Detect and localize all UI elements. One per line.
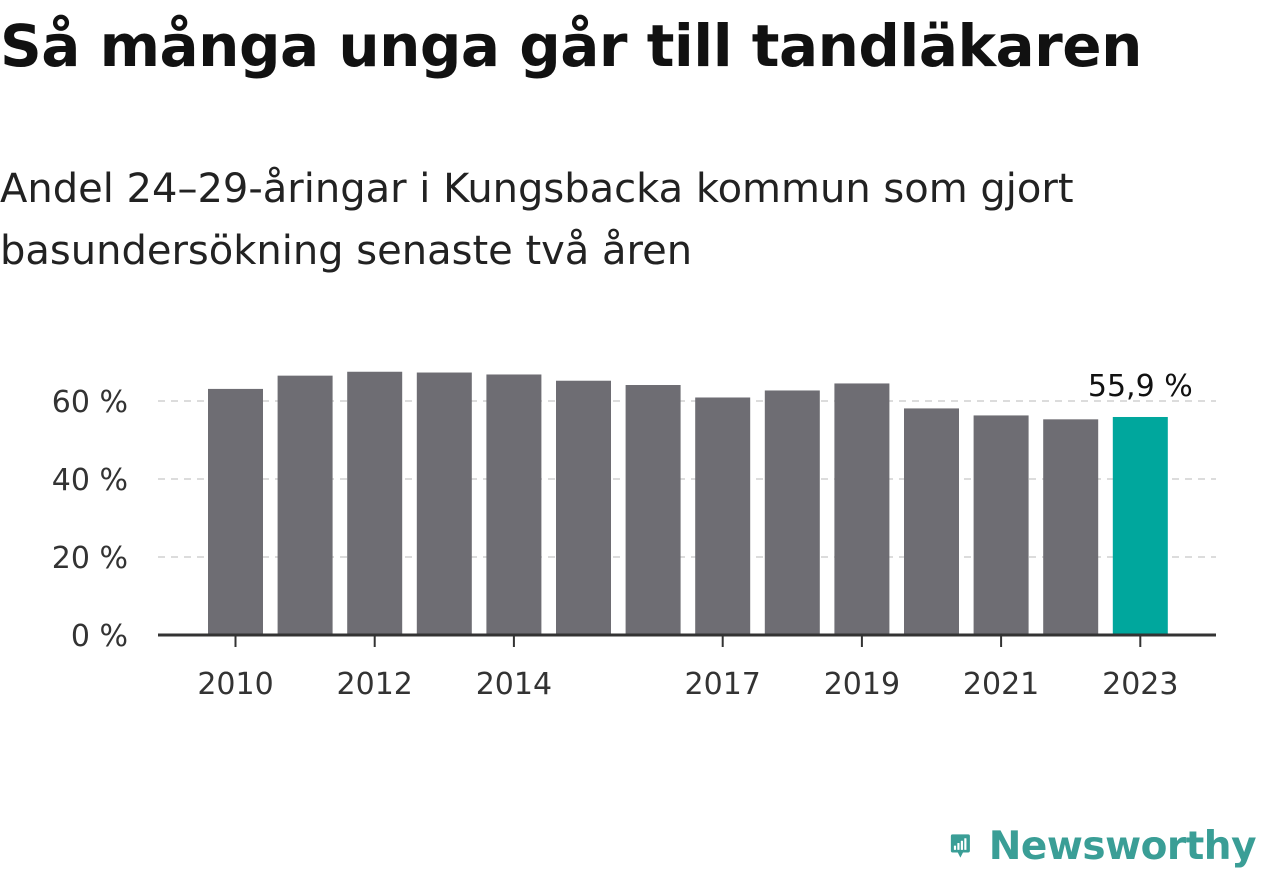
bar: [277, 375, 333, 635]
x-tick-label: 2012: [337, 667, 413, 702]
brand-name: Newsworthy: [988, 823, 1257, 869]
bar: [556, 380, 611, 635]
x-tick-label: 2010: [197, 667, 273, 702]
x-tick-label: 2019: [824, 667, 900, 702]
bar: [764, 390, 820, 635]
y-tick-label: 40 %: [52, 463, 128, 498]
chart-subtitle: Andel 24–29-åringar i Kungsbacka kommun …: [0, 166, 1074, 274]
x-tick-label: 2017: [685, 667, 761, 702]
bar: [416, 372, 472, 635]
x-tick-label: 2023: [1102, 667, 1178, 702]
x-tick-label: 2021: [963, 667, 1039, 702]
x-tick-label: 2014: [476, 667, 552, 702]
bar: [834, 383, 890, 635]
highlighted-bar: [1112, 416, 1168, 635]
bar: [695, 397, 751, 635]
bar: [486, 374, 542, 635]
data-label: 55,9 %: [1088, 369, 1193, 404]
bar: [973, 415, 1029, 635]
bar: [1043, 419, 1099, 635]
brand-logo: Newsworthy: [950, 818, 1257, 874]
y-tick-label: 0 %: [71, 619, 128, 654]
newsworthy-logo-icon: [950, 834, 970, 858]
bar: [347, 371, 403, 635]
bar: [904, 408, 959, 635]
y-tick-label: 20 %: [52, 541, 128, 576]
y-tick-label: 60 %: [52, 385, 128, 420]
chart-title: Så många unga går till tandläkaren: [0, 12, 1142, 80]
bar: [208, 388, 263, 635]
bar: [625, 385, 681, 635]
